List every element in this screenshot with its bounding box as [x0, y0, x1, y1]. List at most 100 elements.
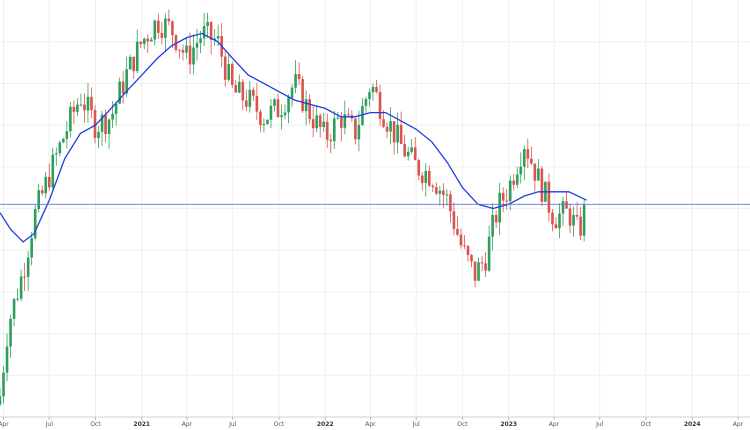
- candle-body: [252, 89, 255, 96]
- candle: [237, 74, 241, 94]
- candle: [100, 110, 104, 146]
- x-tick-label: Jul: [412, 421, 421, 428]
- candle: [480, 255, 484, 272]
- candle: [445, 189, 449, 206]
- candle-body: [142, 38, 146, 45]
- candle-body: [62, 138, 65, 143]
- candle-body: [65, 131, 69, 139]
- candle-body: [375, 86, 378, 93]
- candle: [473, 261, 477, 288]
- candle: [37, 183, 41, 213]
- candle-body: [167, 18, 171, 22]
- candle: [385, 122, 389, 138]
- candle-body: [389, 121, 392, 132]
- candle-body: [537, 168, 540, 181]
- candle-body: [16, 298, 19, 300]
- candle: [269, 99, 273, 128]
- candle: [290, 84, 294, 107]
- candle-body: [132, 56, 136, 72]
- candle-body: [413, 147, 417, 161]
- candle: [470, 254, 473, 268]
- candle-body: [280, 115, 283, 118]
- candle: [30, 232, 33, 266]
- candle-body: [55, 153, 58, 155]
- candle: [153, 19, 157, 46]
- candle: [347, 107, 350, 117]
- candle-body: [100, 114, 104, 132]
- candle: [294, 60, 297, 94]
- candle: [185, 37, 188, 59]
- candle: [308, 94, 311, 124]
- candle-body: [171, 21, 174, 36]
- candle-body: [477, 262, 480, 281]
- candle-body: [466, 246, 470, 256]
- candle-body: [5, 346, 9, 373]
- candle-body: [311, 119, 315, 129]
- candle: [283, 104, 287, 120]
- candle-body: [498, 192, 501, 223]
- candle: [368, 88, 371, 107]
- candle: [322, 112, 326, 132]
- candle: [413, 137, 417, 161]
- candle: [537, 158, 540, 181]
- x-tick-label: 2024: [684, 421, 701, 428]
- candle: [435, 182, 438, 196]
- candle-body: [104, 114, 107, 135]
- candle-body: [463, 245, 466, 247]
- candle-body: [318, 115, 322, 128]
- candle-body: [519, 166, 523, 175]
- candle-body: [568, 208, 572, 226]
- candle: [427, 165, 431, 187]
- candle: [230, 61, 234, 88]
- candle: [259, 109, 262, 133]
- candle: [579, 206, 582, 241]
- candle: [304, 90, 308, 126]
- candle-body: [554, 224, 558, 229]
- candle-body: [164, 18, 167, 38]
- x-tick-label: Apr: [549, 421, 560, 428]
- candle-body: [135, 41, 139, 72]
- candle-body: [276, 99, 280, 118]
- candle-body: [69, 106, 72, 132]
- candle: [357, 110, 361, 152]
- candle-body: [209, 22, 213, 40]
- candle: [466, 244, 470, 262]
- candle-body: [491, 214, 494, 237]
- candle: [318, 113, 322, 138]
- candle-body: [396, 124, 399, 143]
- candle: [297, 62, 301, 86]
- candle-body: [206, 22, 209, 27]
- candle: [332, 110, 336, 149]
- candle: [568, 203, 572, 234]
- candle-body: [216, 36, 220, 39]
- candle-body: [329, 139, 333, 142]
- x-tick-label: 2023: [500, 421, 517, 428]
- candle-body: [195, 42, 199, 48]
- candle: [23, 262, 26, 291]
- candle: [280, 104, 283, 130]
- candle-body: [304, 99, 308, 112]
- candle-body: [382, 119, 385, 127]
- candle: [213, 28, 216, 46]
- moving-average-line: [0, 32, 587, 243]
- candle: [442, 183, 445, 208]
- candle: [431, 183, 435, 192]
- candle-body: [114, 103, 118, 114]
- candle-body: [128, 56, 132, 70]
- candle-body: [51, 154, 55, 188]
- candle-body: [582, 204, 586, 236]
- candle: [83, 93, 86, 123]
- candle-body: [259, 111, 262, 126]
- candle: [456, 216, 459, 237]
- candle: [195, 28, 199, 61]
- candle-body: [551, 212, 554, 225]
- candle-body: [245, 100, 248, 107]
- candle: [86, 83, 90, 123]
- candle-body: [72, 106, 76, 112]
- candle-body: [480, 262, 484, 264]
- candle: [519, 152, 523, 184]
- candle-body: [572, 214, 575, 226]
